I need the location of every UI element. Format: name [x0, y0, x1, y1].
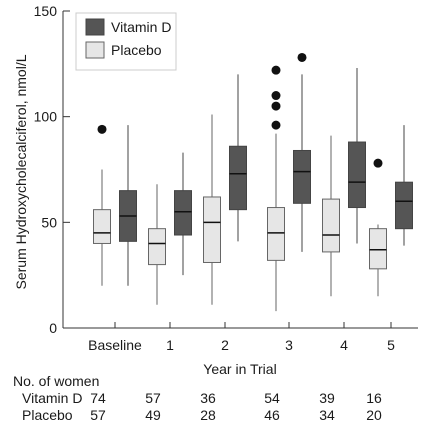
box — [174, 190, 192, 236]
counts-cell: 49 — [145, 407, 161, 423]
legend: Vitamin D Placebo — [75, 12, 177, 71]
box — [348, 141, 366, 209]
box-series — [93, 52, 413, 312]
axes: 0 50 100 150 Baseline 1 2 3 4 5 Year in Trial Serum… — [13, 3, 418, 377]
legend-label-placebo: Placebo — [111, 42, 162, 58]
box — [369, 228, 387, 270]
x-axis-title: Year in Trial — [203, 361, 276, 377]
x-tick-label: 2 — [221, 337, 229, 353]
x-tick-label: 5 — [387, 337, 395, 353]
box — [148, 228, 166, 266]
legend-label-vitamin-d: Vitamin D — [111, 19, 171, 35]
box — [395, 181, 413, 230]
counts-row-label: Vitamin D — [22, 390, 82, 406]
counts-cell: 16 — [366, 390, 382, 406]
counts-cell: 57 — [90, 407, 106, 423]
y-axis-title: Serum Hydroxycholecalciferol, nmol/L — [13, 54, 29, 289]
box — [267, 207, 285, 261]
y-tick-label: 0 — [49, 320, 57, 336]
counts-cell: 34 — [319, 407, 335, 423]
box — [229, 145, 247, 211]
counts-cell: 39 — [319, 390, 335, 406]
counts-cell: 46 — [264, 407, 280, 423]
box — [322, 198, 340, 253]
outlier-point — [271, 65, 281, 75]
box — [293, 149, 311, 204]
counts-cell: 20 — [366, 407, 382, 423]
y-tick-label: 150 — [34, 3, 58, 19]
outlier-point — [271, 101, 281, 111]
counts-cell: 28 — [200, 407, 216, 423]
x-tick-label: 1 — [166, 337, 174, 353]
counts-cell: 36 — [200, 390, 216, 406]
outlier-point — [97, 124, 107, 134]
counts-cell: 54 — [264, 390, 280, 406]
x-tick-label: 4 — [340, 337, 348, 353]
counts-cell: 74 — [90, 390, 106, 406]
box — [203, 196, 221, 263]
y-tick-label: 100 — [34, 109, 58, 125]
x-tick-label: 3 — [285, 337, 293, 353]
outlier-point — [297, 52, 307, 62]
box — [93, 209, 111, 244]
y-tick-label: 50 — [41, 214, 57, 230]
outlier-point — [373, 158, 383, 168]
legend-swatch-placebo — [85, 41, 105, 59]
x-tick-label: Baseline — [88, 337, 142, 353]
outlier-point — [271, 91, 281, 101]
counts-cell: 57 — [145, 390, 161, 406]
legend-swatch-vitamin-d — [85, 18, 105, 36]
counts-table-title: No. of women — [13, 373, 99, 389]
outlier-point — [271, 120, 281, 130]
counts-row-label: Placebo — [22, 407, 73, 423]
